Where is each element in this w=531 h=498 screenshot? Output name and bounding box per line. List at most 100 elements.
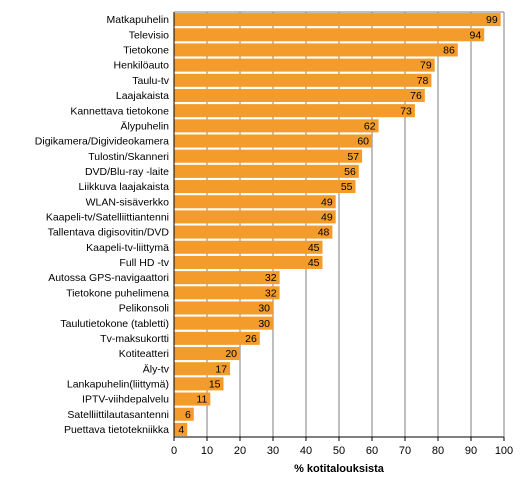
bar-16: [174, 255, 323, 269]
bar-6: [174, 104, 415, 118]
category-label-10: DVD/Blu-ray -laite: [85, 166, 169, 178]
bar-0: [174, 13, 501, 27]
value-label-1: 94: [470, 29, 482, 41]
value-label-7: 62: [364, 120, 376, 132]
bar-10: [174, 164, 359, 178]
bar-24: [174, 377, 224, 391]
bar-2: [174, 43, 458, 57]
bar-1: [174, 28, 485, 42]
value-label-0: 99: [486, 14, 498, 26]
category-label-19: Pelikonsoli: [119, 303, 169, 315]
value-label-16: 45: [308, 257, 320, 269]
value-label-24: 15: [209, 378, 221, 390]
category-label-16: Full HD -tv: [119, 257, 169, 269]
category-label-1: Televisio: [129, 29, 169, 41]
value-label-18: 32: [265, 287, 277, 299]
category-label-4: Taulu-tv: [132, 75, 170, 87]
bar-17: [174, 271, 280, 285]
value-label-26: 6: [185, 409, 191, 421]
category-label-7: Älypuhelin: [121, 120, 170, 132]
value-label-25: 11: [196, 394, 207, 406]
x-tick-label-0: 0: [171, 445, 177, 457]
x-tick-label-90: 90: [465, 445, 477, 457]
bar-27: [174, 422, 188, 436]
value-label-13: 49: [321, 212, 333, 224]
category-label-0: Matkapuhelin: [107, 14, 170, 26]
value-label-3: 79: [420, 60, 432, 72]
value-label-20: 30: [258, 318, 270, 330]
bar-4: [174, 73, 432, 87]
bar-9: [174, 149, 363, 163]
bar-20: [174, 316, 273, 330]
bar-14: [174, 225, 333, 239]
value-label-2: 86: [443, 45, 455, 57]
value-label-9: 57: [347, 151, 359, 163]
category-label-26: Satelliittilautasantenni: [67, 409, 169, 421]
value-label-5: 76: [410, 90, 422, 102]
x-tick-label-100: 100: [495, 445, 513, 457]
bar-22: [174, 346, 240, 361]
category-label-8: Digikamera/Digivideokamera: [35, 136, 169, 148]
x-tick-label-10: 10: [201, 445, 213, 457]
category-label-21: Tv-maksukortti: [100, 333, 169, 345]
category-label-14: Tallentava digisovitin/DVD: [48, 227, 170, 239]
category-label-11: Liikkuva laajakaista: [79, 181, 170, 193]
category-label-24: Lankapuhelin(liittymä): [67, 378, 169, 390]
x-tick-label-40: 40: [300, 445, 312, 457]
x-tick-labels: 0 10 20 30 40 50 60 70 80 90 100: [171, 437, 513, 457]
x-tick-label-70: 70: [399, 445, 411, 457]
value-label-6: 73: [400, 105, 412, 117]
x-tick-label-60: 60: [366, 445, 378, 457]
value-label-23: 17: [215, 363, 227, 375]
category-label-13: Kaapeli-tv/Satelliittiantenni: [46, 212, 169, 224]
value-label-11: 55: [341, 181, 353, 193]
x-tick-label-80: 80: [432, 445, 444, 457]
x-tick-label-20: 20: [234, 445, 246, 457]
value-label-8: 60: [357, 136, 369, 148]
category-labels: Matkapuhelin Televisio Tietokone Henkilöaut…: [35, 14, 170, 436]
value-label-17: 32: [265, 272, 277, 284]
bar-12: [174, 195, 336, 209]
category-label-12: WLAN-sisäverkko: [86, 196, 170, 208]
bar-21: [174, 331, 260, 345]
value-labels: 99 94 86 79 78 76 73 62 60 57 56 55 49 49 48 45 45 32 32 30…: [178, 14, 497, 436]
bar-11: [174, 180, 356, 194]
bar-26: [174, 407, 194, 421]
bar-18: [174, 286, 280, 300]
category-label-20: Taulutietokone (tabletti): [60, 318, 169, 330]
category-label-6: Kannettava tietokone: [70, 105, 169, 117]
bar-19: [174, 301, 273, 315]
bar-25: [174, 392, 211, 406]
bars: [174, 13, 501, 436]
category-label-15: Kaapeli-tv-liittymä: [86, 242, 169, 254]
value-label-19: 30: [258, 303, 270, 315]
x-tick-label-30: 30: [267, 445, 279, 457]
category-label-9: Tulostin/Skanneri: [88, 151, 169, 163]
category-label-22: Kotiteatteri: [119, 348, 169, 360]
category-label-17: Autossa GPS-navigaattori: [48, 272, 169, 284]
bar-13: [174, 210, 336, 224]
value-label-22: 20: [225, 348, 237, 360]
bar-15: [174, 240, 323, 254]
category-label-3: Henkilöauto: [114, 60, 170, 72]
bar-7: [174, 119, 379, 133]
value-label-12: 49: [321, 196, 333, 208]
value-label-14: 48: [318, 227, 330, 239]
value-label-10: 56: [344, 166, 356, 178]
category-label-23: Äly-tv: [143, 363, 170, 375]
category-label-5: Laajakaista: [116, 90, 169, 102]
bar-23: [174, 362, 231, 376]
value-label-4: 78: [417, 75, 429, 87]
value-label-21: 26: [245, 333, 257, 345]
x-tick-label-50: 50: [333, 445, 345, 457]
category-label-27: Puettava tietotekniikka: [64, 424, 169, 436]
value-label-15: 45: [308, 242, 320, 254]
bar-3: [174, 58, 435, 72]
category-label-25: IPTV-viihdepalvelu: [82, 394, 169, 406]
category-label-2: Tietokone: [123, 45, 169, 57]
x-axis-title: % kotitalouksista: [294, 463, 385, 475]
value-label-27: 4: [178, 424, 184, 436]
bar-5: [174, 88, 425, 103]
